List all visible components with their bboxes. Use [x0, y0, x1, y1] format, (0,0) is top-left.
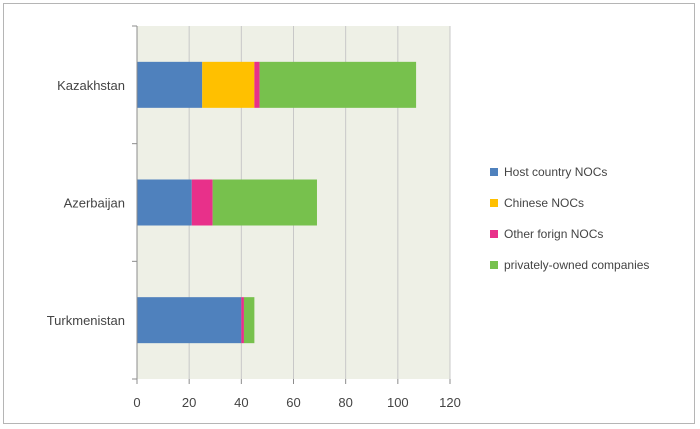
bar-segment-kazakhstan-series-3 — [259, 61, 417, 108]
bar-segment-turkmenistan-series-0 — [137, 297, 242, 344]
bar-segment-azerbaijan-series-3 — [212, 179, 317, 226]
x-tick-label: 120 — [439, 395, 461, 410]
legend-swatch — [490, 168, 498, 176]
x-tick-label: 60 — [286, 395, 300, 410]
legend: Host country NOCs Chinese NOCs Other forig… — [490, 165, 649, 272]
category-label: Kazakhstan — [57, 78, 125, 93]
x-tick-label: 100 — [387, 395, 409, 410]
bar-segment-kazakhstan-series-2 — [254, 61, 260, 108]
bar-segment-turkmenistan-series-3 — [243, 297, 255, 344]
bar-segment-kazakhstan-series-0 — [137, 61, 203, 108]
category-label: Turkmenistan — [47, 313, 125, 328]
bars — [137, 61, 417, 344]
chart-frame: 0 20 40 60 80 100 120 Kazakhstan Azerbaijan Turkm… — [3, 3, 695, 424]
x-tick-label: 80 — [338, 395, 352, 410]
legend-swatch — [490, 230, 498, 238]
x-tick-label: 40 — [234, 395, 248, 410]
legend-label: Chinese NOCs — [504, 196, 584, 210]
legend-label: privately-owned companies — [504, 258, 649, 272]
legend-label: Other forign NOCs — [504, 227, 603, 241]
axes: 0 20 40 60 80 100 120 Kazakhstan Azerbaijan Turkm… — [47, 25, 461, 410]
bar-segment-kazakhstan-series-1 — [202, 61, 255, 108]
bar-segment-turkmenistan-series-2 — [241, 297, 244, 344]
bar-segment-azerbaijan-series-2 — [191, 179, 213, 226]
legend-label: Host country NOCs — [504, 165, 607, 179]
category-label: Azerbaijan — [64, 196, 125, 211]
stacked-bar-chart: 0 20 40 60 80 100 120 Kazakhstan Azerbaijan Turkm… — [47, 25, 649, 410]
bar-segment-azerbaijan-series-0 — [137, 179, 192, 226]
x-tick-label: 20 — [182, 395, 196, 410]
legend-swatch — [490, 199, 498, 207]
legend-swatch — [490, 261, 498, 269]
x-tick-label: 0 — [133, 395, 140, 410]
